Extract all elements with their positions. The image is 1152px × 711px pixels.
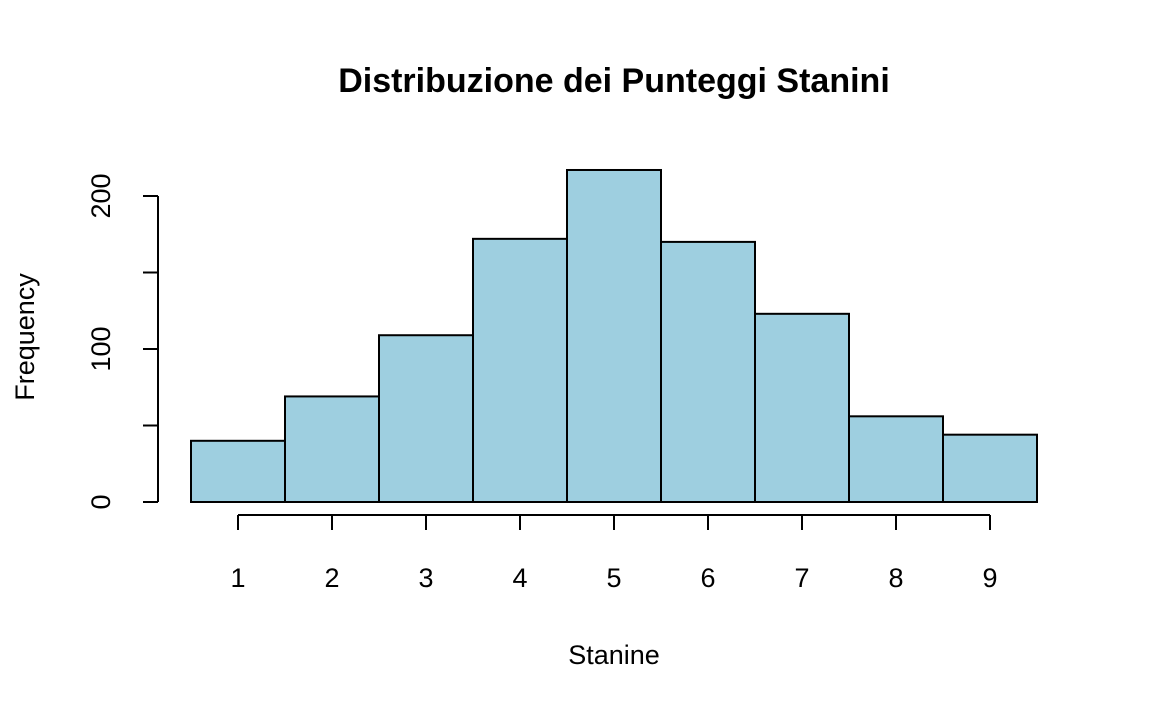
- x-tick-label: 9: [982, 563, 997, 593]
- chart-title: Distribuzione dei Punteggi Stanini: [338, 62, 890, 100]
- bar-4: [472, 237, 568, 503]
- x-tick-label: 7: [794, 563, 809, 593]
- bar-5: [566, 168, 662, 504]
- bar-3: [378, 334, 474, 504]
- x-tick-label: 6: [700, 563, 715, 593]
- bar-7: [754, 312, 850, 503]
- bar-1: [190, 439, 286, 503]
- x-tick-label: 8: [888, 563, 903, 593]
- x-tick-label: 3: [418, 563, 433, 593]
- bar-2: [284, 395, 380, 503]
- x-axis-label: Stanine: [568, 640, 660, 670]
- y-tick-label: 200: [86, 173, 116, 218]
- bars-group: [190, 168, 1038, 504]
- x-ticks-group: 1 2 3 4 5 6 7 8 9: [230, 515, 998, 593]
- y-axis-label: Frequency: [10, 273, 40, 401]
- x-tick-label: 4: [512, 563, 527, 593]
- x-tick-label: 5: [606, 563, 621, 593]
- bar-8: [848, 415, 944, 504]
- y-tick-label: 100: [86, 326, 116, 371]
- x-tick-label: 1: [230, 563, 245, 593]
- y-ticks-group: 0 100 200: [86, 173, 158, 510]
- x-tick-label: 2: [324, 563, 339, 593]
- bar-9: [942, 433, 1038, 503]
- bar-6: [660, 240, 756, 503]
- y-tick-label: 0: [86, 494, 116, 509]
